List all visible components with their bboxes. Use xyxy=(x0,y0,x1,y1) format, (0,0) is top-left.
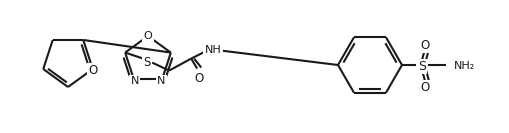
Text: N: N xyxy=(130,76,139,86)
Text: O: O xyxy=(194,72,204,85)
Text: NH: NH xyxy=(205,45,221,55)
Text: O: O xyxy=(419,39,429,52)
Text: N: N xyxy=(157,76,165,86)
Text: O: O xyxy=(88,64,97,77)
Text: S: S xyxy=(143,56,151,69)
Text: S: S xyxy=(417,60,425,73)
Text: O: O xyxy=(144,31,152,41)
Text: O: O xyxy=(419,81,429,94)
Text: NH₂: NH₂ xyxy=(453,61,474,71)
